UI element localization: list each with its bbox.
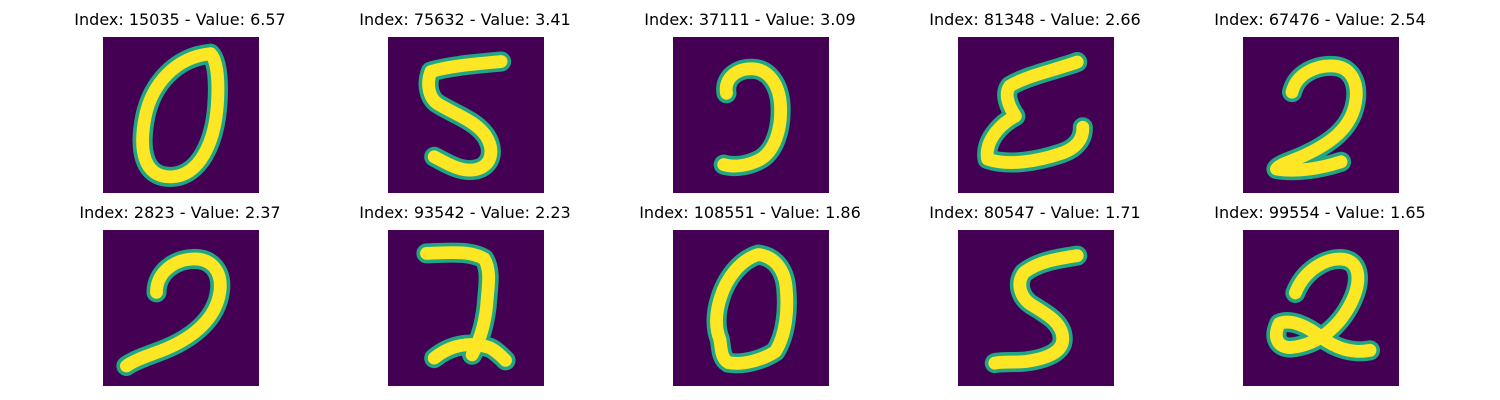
digit-panel-1: Index: 15035 - Value: 6.57: [60, 10, 300, 200]
panel-title: Index: 67476 - Value: 2.54: [1214, 10, 1426, 29]
digit-image: [673, 37, 829, 193]
digit-stroke-core: [988, 249, 1084, 370]
digit-image: [1243, 37, 1399, 193]
digit-image: [103, 37, 259, 193]
digit-panel-3: Index: 37111 - Value: 3.09: [630, 10, 870, 200]
digit-stroke-core: [119, 252, 227, 373]
digit-image: [103, 230, 259, 386]
digit-image: [958, 230, 1114, 386]
digit-stroke-core: [420, 246, 512, 367]
panel-title: Index: 37111 - Value: 3.09: [644, 10, 856, 29]
digit-image: [673, 230, 829, 386]
panel-title: Index: 93542 - Value: 2.23: [359, 203, 571, 222]
digit-stroke-core: [717, 62, 788, 173]
digit-stroke-core: [422, 55, 508, 177]
panel-title: Index: 75632 - Value: 3.41: [359, 10, 571, 29]
digit-image: [388, 37, 544, 193]
digit-stroke-core: [980, 55, 1090, 169]
digit-panel-5: Index: 67476 - Value: 2.54: [1200, 10, 1440, 200]
digit-panel-9: Index: 80547 - Value: 1.71: [915, 203, 1155, 393]
digit-panel-10: Index: 99554 - Value: 1.65: [1200, 203, 1440, 393]
panel-title: Index: 2823 - Value: 2.37: [79, 203, 281, 222]
digit-stroke-core: [710, 248, 794, 370]
panel-title: Index: 81348 - Value: 2.66: [929, 10, 1141, 29]
digit-panel-2: Index: 75632 - Value: 3.41: [345, 10, 585, 200]
digit-image: [958, 37, 1114, 193]
digit-image: [388, 230, 544, 386]
panel-title: Index: 108551 - Value: 1.86: [639, 203, 861, 222]
digit-panel-7: Index: 93542 - Value: 2.23: [345, 203, 585, 393]
digit-stroke-core: [1270, 59, 1363, 177]
panel-title: Index: 15035 - Value: 6.57: [74, 10, 286, 29]
digit-image: [1243, 230, 1399, 386]
digit-panel-4: Index: 81348 - Value: 2.66: [915, 10, 1155, 200]
digit-stroke-core: [1270, 252, 1377, 358]
digit-panel-8: Index: 108551 - Value: 1.86: [630, 203, 870, 393]
panel-title: Index: 80547 - Value: 1.71: [929, 203, 1141, 222]
panel-title: Index: 99554 - Value: 1.65: [1214, 203, 1426, 222]
digit-panel-6: Index: 2823 - Value: 2.37: [60, 203, 300, 393]
digit-stroke-core: [136, 47, 225, 184]
